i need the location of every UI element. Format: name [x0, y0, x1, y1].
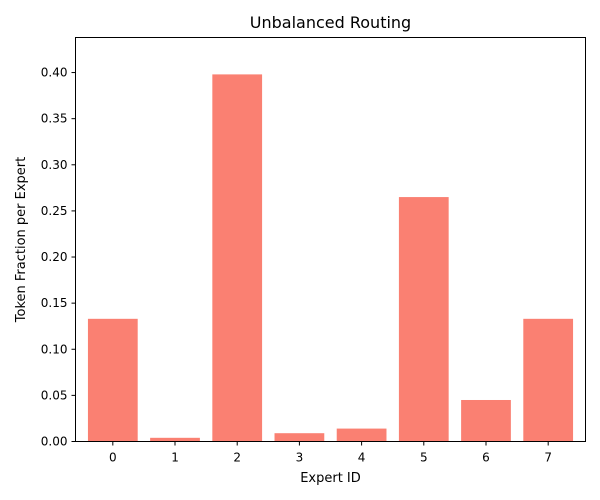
bar-expert-2 — [212, 74, 263, 442]
y-tick-label: 0.40 — [41, 66, 68, 80]
bar-expert-6 — [461, 399, 511, 442]
y-tick-label: 0.00 — [41, 435, 68, 449]
y-tick-label: 0.15 — [41, 296, 68, 310]
bar-expert-1 — [150, 437, 200, 442]
y-tick-label: 0.05 — [41, 388, 68, 402]
bar-expert-7 — [523, 318, 574, 442]
bar-expert-4 — [336, 428, 387, 442]
x-ticks-group: 0 1 2 3 4 5 6 7 — [109, 441, 552, 465]
y-tick-label: 0.35 — [41, 112, 68, 126]
bar-expert-5 — [398, 197, 449, 442]
x-tick-label: 2 — [233, 451, 241, 465]
bar-expert-0 — [87, 318, 138, 442]
chart-title: Unbalanced Routing — [250, 13, 411, 32]
bar-expert-3 — [274, 433, 325, 442]
y-axis-label: Token Fraction per Expert — [14, 157, 29, 323]
x-tick-label: 5 — [420, 451, 428, 465]
y-ticks-group: 0.00 0.05 0.10 0.15 0.20 0.25 0.30 0.35 0.40 — [41, 66, 76, 449]
x-tick-label: 7 — [544, 451, 552, 465]
x-axis-label: Expert ID — [300, 471, 361, 486]
x-tick-label: 1 — [171, 451, 179, 465]
y-tick-label: 0.30 — [41, 158, 68, 172]
x-tick-label: 0 — [109, 451, 117, 465]
y-tick-label: 0.20 — [41, 250, 68, 264]
x-tick-label: 3 — [296, 451, 304, 465]
plot-frame — [75, 37, 586, 442]
bars-group — [87, 74, 574, 442]
x-tick-label: 4 — [358, 451, 366, 465]
y-tick-label: 0.10 — [41, 342, 68, 356]
y-tick-label: 0.25 — [41, 204, 68, 218]
x-tick-label: 6 — [482, 451, 490, 465]
